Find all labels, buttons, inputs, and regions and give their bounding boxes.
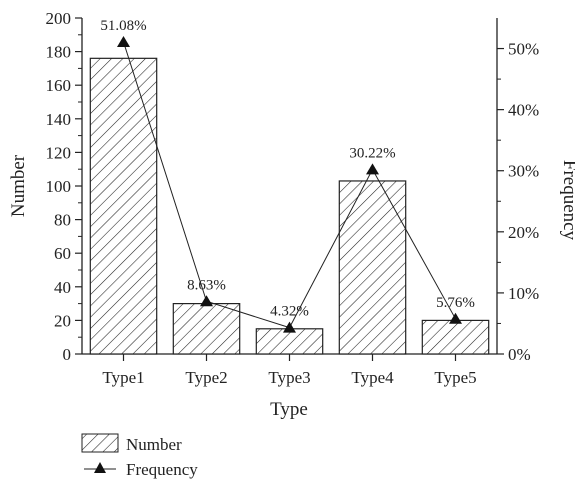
bar-type2 xyxy=(172,303,241,355)
frequency-marker xyxy=(117,35,130,47)
right-tick-label: 50% xyxy=(508,40,539,59)
y-left-axis-title: Number xyxy=(8,154,29,217)
left-tick-label: 0 xyxy=(63,345,72,364)
left-tick-label: 160 xyxy=(46,76,72,95)
right-tick-label: 30% xyxy=(508,162,539,181)
right-tick-label: 10% xyxy=(508,284,539,303)
x-tick-label: Type2 xyxy=(185,368,227,387)
left-axis-ticks: 0 20 40 60 80 100 120 140 160 180 200 xyxy=(46,9,82,364)
x-tick-label: Type4 xyxy=(351,368,394,387)
left-tick-label: 100 xyxy=(46,177,72,196)
bar-type5 xyxy=(421,319,490,355)
legend: Number Frequency xyxy=(81,433,198,479)
frequency-data-label: 51.08% xyxy=(100,18,146,34)
left-tick-label: 180 xyxy=(46,43,72,62)
x-tick-label: Type3 xyxy=(268,368,310,387)
frequency-marker xyxy=(366,163,379,175)
bar-type3 xyxy=(255,328,324,355)
right-tick-label: 20% xyxy=(508,223,539,242)
x-axis-ticks: Type1 Type2 Type3 Type4 Type5 xyxy=(102,354,477,387)
frequency-data-label: 30.22% xyxy=(349,145,395,161)
legend-frequency-marker xyxy=(94,462,106,473)
frequency-marker xyxy=(283,321,296,333)
left-tick-label: 200 xyxy=(46,9,72,28)
x-axis-title: Type xyxy=(270,399,308,420)
legend-number-swatch xyxy=(81,433,119,453)
x-tick-label: Type5 xyxy=(434,368,476,387)
frequency-data-label: 4.32% xyxy=(270,304,309,320)
number-bars xyxy=(89,57,490,355)
legend-number-label: Number xyxy=(126,435,182,454)
frequency-marker xyxy=(200,295,213,307)
x-tick-label: Type1 xyxy=(102,368,144,387)
bar-type1 xyxy=(89,57,158,355)
right-tick-label: 0% xyxy=(508,345,531,364)
left-tick-label: 60 xyxy=(54,244,71,263)
frequency-marker xyxy=(449,312,462,324)
right-axis-ticks: 0% 10% 20% 30% 40% 50% xyxy=(497,40,539,364)
y-right-axis-title: Frequency xyxy=(559,160,575,241)
left-tick-label: 80 xyxy=(54,211,71,230)
bar-type4 xyxy=(338,180,407,355)
frequency-series: 51.08% 8.63% 4.32% 30.22% 5.76% xyxy=(100,18,475,333)
left-tick-label: 20 xyxy=(54,311,71,330)
frequency-data-label: 8.63% xyxy=(187,277,226,293)
left-tick-label: 40 xyxy=(54,278,71,297)
legend-frequency-label: Frequency xyxy=(126,460,198,479)
right-tick-label: 40% xyxy=(508,101,539,120)
frequency-data-label: 5.76% xyxy=(436,295,475,311)
left-tick-label: 140 xyxy=(46,110,72,129)
left-tick-label: 120 xyxy=(46,143,72,162)
